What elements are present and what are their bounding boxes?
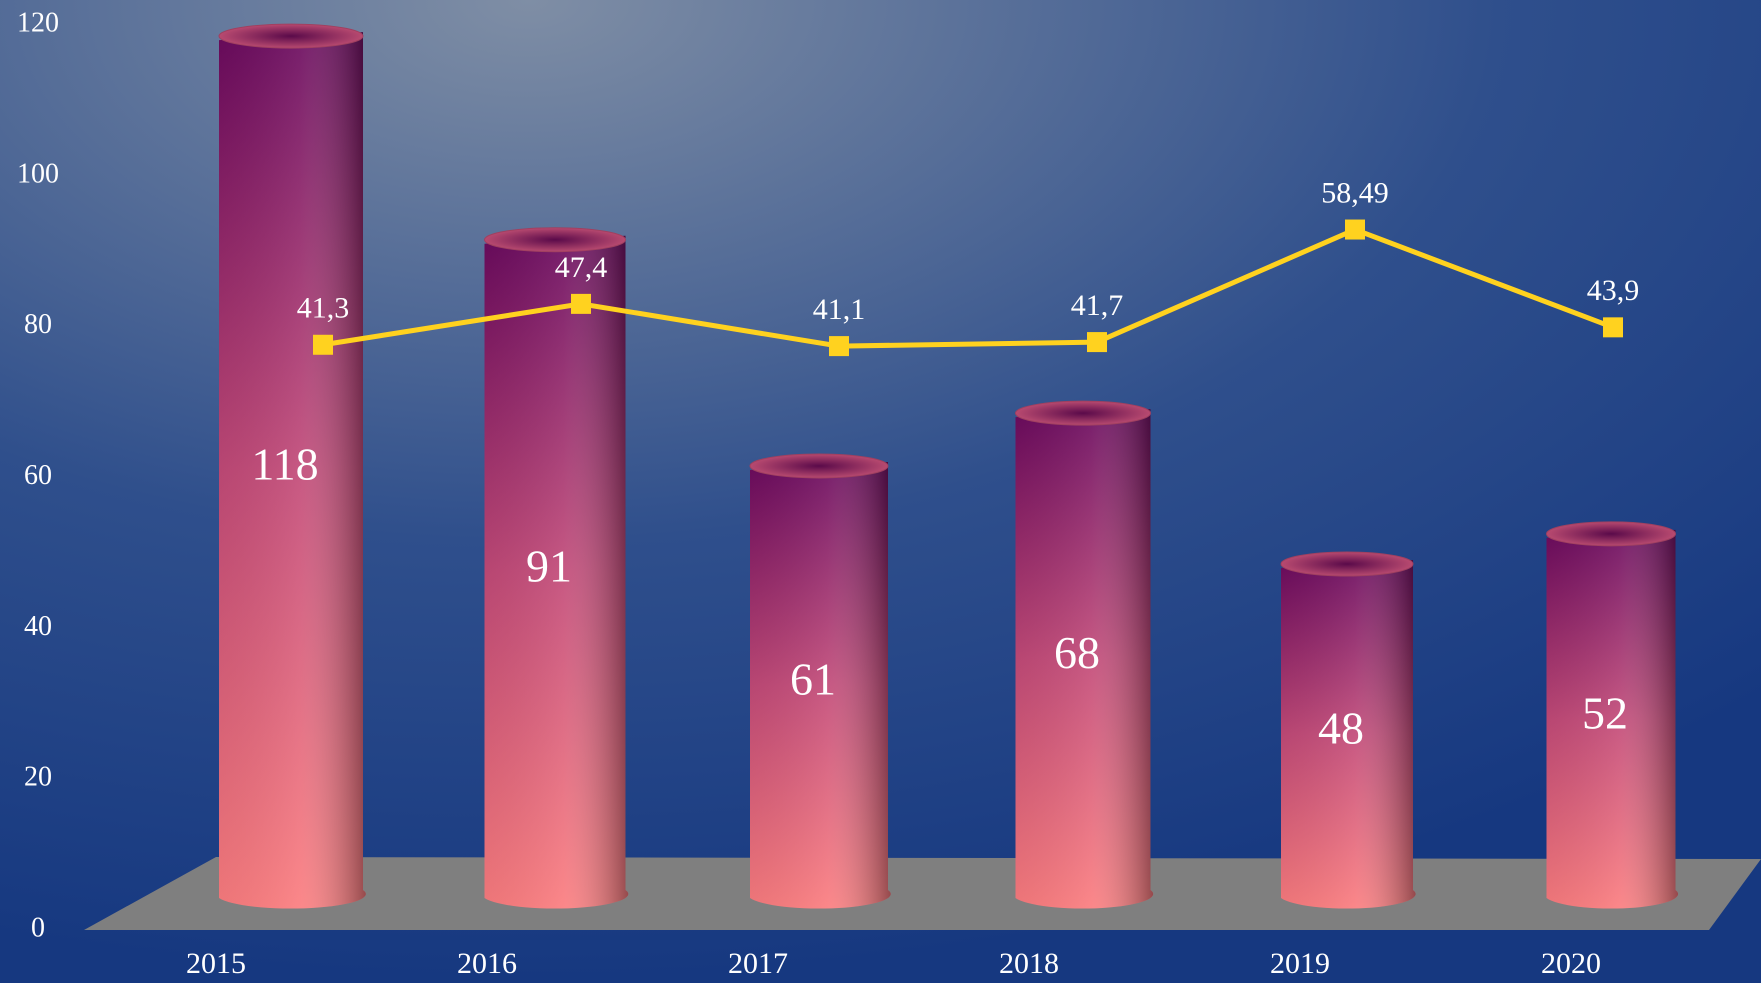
- x-tick-label: 2016: [457, 947, 517, 980]
- bar-value-label: 61: [790, 654, 836, 705]
- y-tick-label: 20: [24, 762, 52, 793]
- line-marker: [571, 293, 591, 314]
- x-tick-label: 2017: [728, 947, 788, 980]
- bar-cap: [484, 227, 626, 253]
- line-value-label: 41,1: [813, 293, 866, 326]
- line-value-label: 41,7: [1071, 289, 1124, 322]
- y-tick-label: 100: [17, 158, 59, 189]
- x-tick-label: 2019: [1270, 947, 1330, 980]
- line-marker: [313, 334, 333, 355]
- y-tick-label: 120: [17, 7, 59, 38]
- y-tick-label: 80: [24, 309, 52, 340]
- bar-shade: [1281, 560, 1416, 909]
- bar-shade: [1546, 529, 1679, 909]
- y-tick-label: 40: [24, 611, 52, 642]
- bar-value-label: 48: [1318, 703, 1364, 754]
- bar-cap: [218, 23, 364, 49]
- line-value-label: 41,3: [297, 292, 350, 325]
- bar-shade: [750, 461, 891, 909]
- bar-shade: [1015, 409, 1154, 909]
- line-marker: [1345, 219, 1365, 240]
- line-value-label: 43,9: [1587, 274, 1640, 307]
- line-value-label: 58,49: [1321, 176, 1389, 209]
- line-value-label: 47,4: [555, 251, 608, 284]
- bar-cap: [1015, 400, 1151, 426]
- bar-value-label: 52: [1582, 687, 1628, 738]
- y-tick-label: 0: [31, 912, 45, 943]
- line-marker: [1603, 317, 1623, 338]
- line-marker: [1087, 332, 1107, 353]
- bar-shade: [219, 32, 366, 909]
- line: [322, 226, 1614, 349]
- x-tick-label: 2020: [1541, 947, 1601, 980]
- x-tick-label: 2018: [999, 947, 1059, 980]
- bar-shade: [484, 235, 629, 909]
- bar-cap: [1280, 551, 1414, 577]
- bar-cap: [1546, 521, 1676, 547]
- y-tick-label: 60: [24, 460, 52, 491]
- bar-cap: [749, 453, 889, 479]
- x-tick-label: 2015: [186, 947, 246, 980]
- bar-value-label: 118: [251, 439, 318, 490]
- line-marker: [829, 336, 849, 357]
- bar-value-label: 91: [526, 540, 572, 591]
- bar-value-label: 68: [1054, 627, 1100, 678]
